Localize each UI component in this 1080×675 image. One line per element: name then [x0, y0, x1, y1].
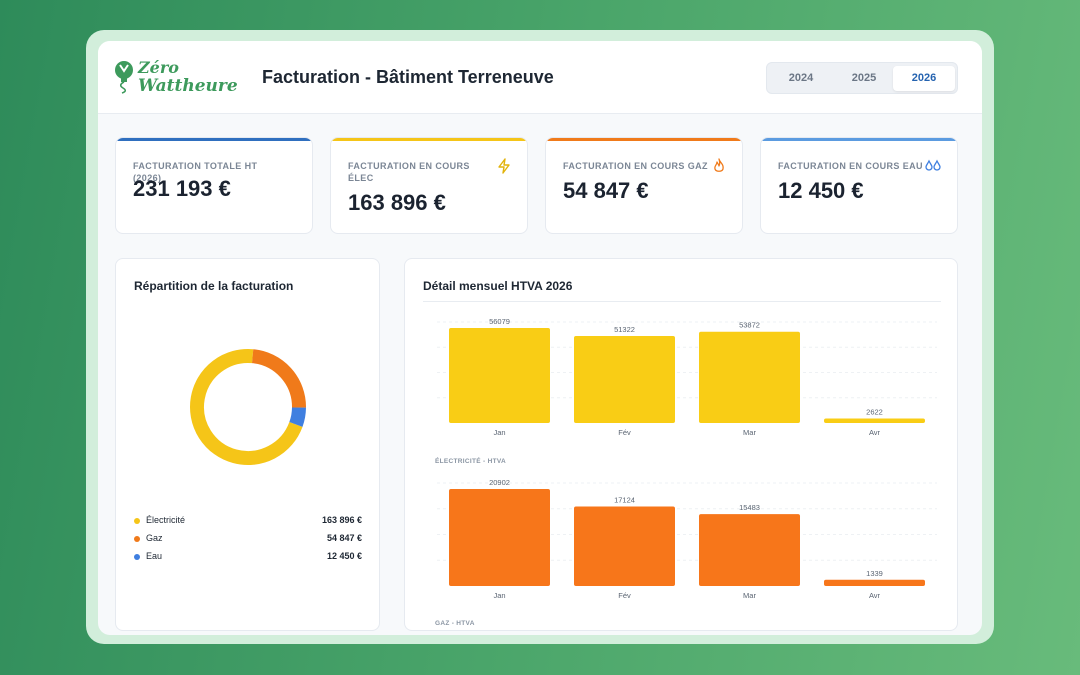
- bar-value-label: 20902: [489, 478, 510, 487]
- legend-dot: [134, 536, 140, 542]
- x-tick-label: Mar: [743, 591, 756, 600]
- bar-mar: [699, 331, 800, 423]
- kpi-value: 163 896 €: [348, 190, 446, 215]
- electricity-chart-label: ÉLECTRICITÉ - HTVA: [435, 458, 506, 465]
- kpi-accent-bar: [546, 138, 742, 141]
- bar-value-label: 2622: [866, 408, 883, 417]
- kpi-value: 231 193 €: [133, 176, 231, 201]
- logo: Zéro Wattheure: [114, 57, 249, 101]
- bar-value-label: 15483: [739, 503, 760, 512]
- card-title: Répartition de la facturation: [134, 279, 294, 293]
- kpi-value: 12 450 €: [778, 178, 864, 203]
- window-frame: Zéro Wattheure Facturation - Bâtiment Te…: [86, 30, 994, 644]
- legend-dot: [134, 518, 140, 524]
- kpi-accent-bar: [331, 138, 527, 141]
- donut-chart: [190, 349, 306, 465]
- repartition-card: Répartition de la facturation Électricit…: [115, 258, 380, 631]
- x-tick-label: Jan: [493, 591, 505, 600]
- legend-amount: 12 450 €: [326, 551, 362, 561]
- lightning-icon: [498, 158, 510, 174]
- bar-value-label: 1339: [866, 569, 883, 578]
- kpi-card-elec: FACTURATION EN COURS ÉLEC 163 896 €: [330, 137, 528, 234]
- year-button-2025[interactable]: 2025: [851, 72, 877, 84]
- card-title: Détail mensuel HTVA 2026: [423, 279, 573, 293]
- water-drops-icon: [925, 159, 941, 171]
- flame-icon: [714, 158, 724, 172]
- donut-slice-eau: [289, 407, 306, 427]
- year-button-2026[interactable]: 2026: [893, 66, 955, 91]
- detail-card: Détail mensuel HTVA 2026 56079 Jan 51322 Fé…: [404, 258, 958, 631]
- year-selector: 2024 2025 2026: [766, 62, 958, 94]
- gas-chart-label: GAZ - HTVA: [435, 620, 475, 627]
- legend-item-gaz: Gaz 54 847 €: [134, 533, 362, 547]
- kpi-label: FACTURATION TOTALE HT (2026): [133, 161, 258, 183]
- donut-slice-electricite: [190, 349, 303, 465]
- logo-line2: Wattheure: [138, 76, 238, 96]
- logo-text: Zéro Wattheure: [138, 58, 238, 96]
- x-tick-label: Mar: [743, 428, 756, 437]
- kpi-value: 54 847 €: [563, 178, 649, 203]
- title-divider: [423, 301, 941, 302]
- bar-jan: [449, 328, 550, 423]
- bar-avr: [824, 418, 925, 423]
- top-bar: Zéro Wattheure Facturation - Bâtiment Te…: [98, 41, 982, 114]
- kpi-accent-bar: [761, 138, 957, 141]
- kpi-accent-bar: [116, 138, 312, 141]
- kpi-card-total: FACTURATION TOTALE HT (2026) 231 193 €: [115, 137, 313, 234]
- legend-item-electricite: Électricité 163 896 €: [134, 515, 362, 529]
- electricity-bar-chart: 56079 Jan 51322 Fév 53872 Mar 2622 Avr: [437, 317, 937, 437]
- x-tick-label: Avr: [869, 591, 881, 600]
- gas-bar-chart: 20902 Jan 17124 Fév 15483 Mar 1339 Avr: [437, 478, 937, 600]
- lightbulb-logo-icon: [115, 61, 133, 94]
- legend-name: Gaz: [146, 533, 163, 543]
- year-button-2024[interactable]: 2024: [788, 72, 814, 84]
- legend-name: Électricité: [146, 515, 186, 525]
- page-title: Facturation - Bâtiment Terreneuve: [262, 67, 554, 87]
- kpi-card-gaz: FACTURATION EN COURS GAZ 54 847 €: [545, 137, 743, 234]
- x-tick-label: Fév: [618, 428, 631, 437]
- bar-jan: [449, 489, 550, 586]
- bar-fév: [574, 336, 675, 423]
- bar-value-label: 51322: [614, 325, 635, 334]
- logo-line1: Zéro: [138, 58, 179, 77]
- bar-avr: [824, 579, 925, 586]
- x-tick-label: Fév: [618, 591, 631, 600]
- legend-item-eau: Eau 12 450 €: [134, 551, 362, 565]
- bar-fév: [574, 506, 675, 586]
- bar-mar: [699, 514, 800, 586]
- donut-slice-gaz: [251, 349, 306, 408]
- legend-dot: [134, 554, 140, 560]
- kpi-label: FACTURATION EN COURS ÉLEC: [348, 161, 470, 183]
- dashboard-window: Zéro Wattheure Facturation - Bâtiment Te…: [98, 41, 982, 635]
- kpi-card-eau: FACTURATION EN COURS EAU 12 450 €: [760, 137, 958, 234]
- x-tick-label: Avr: [869, 428, 881, 437]
- bar-value-label: 56079: [489, 317, 510, 326]
- kpi-label: FACTURATION EN COURS EAU: [778, 161, 923, 171]
- x-tick-label: Jan: [493, 428, 505, 437]
- legend-amount: 54 847 €: [326, 533, 362, 543]
- bar-value-label: 53872: [739, 321, 760, 330]
- bar-value-label: 17124: [614, 496, 635, 505]
- legend-amount: 163 896 €: [321, 515, 362, 525]
- legend-name: Eau: [146, 551, 163, 561]
- kpi-label: FACTURATION EN COURS GAZ: [563, 161, 708, 171]
